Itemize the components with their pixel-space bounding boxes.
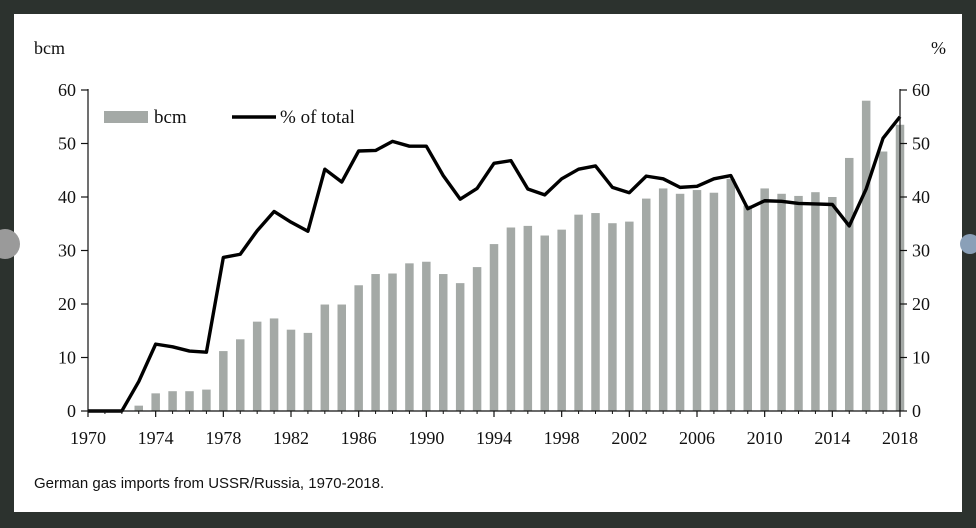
x-tick-label-1978: 1978 — [205, 428, 241, 448]
bar-1992 — [455, 283, 465, 411]
bar-1974 — [151, 393, 160, 411]
chart: 0 0 10 10 20 20 30 30 40 40 50 50 60 60 1970 1974 1978 19… — [34, 38, 946, 448]
x-tick-label-2010: 2010 — [747, 428, 783, 448]
bar-1993 — [472, 267, 482, 411]
bar-2005 — [675, 193, 685, 411]
bar-1991 — [439, 274, 448, 411]
bar-2017 — [878, 151, 888, 411]
x-tick-label-1974: 1974 — [138, 428, 174, 448]
bar-1995 — [506, 227, 516, 411]
bar-1996 — [523, 225, 533, 411]
bar-1988 — [388, 273, 397, 411]
bar-1983 — [303, 332, 313, 411]
left-tick-label-10: 10 — [58, 348, 76, 368]
bar-2012 — [794, 195, 803, 411]
bar-2003 — [642, 198, 651, 411]
bar-1977 — [202, 389, 211, 411]
bar-2007 — [709, 192, 719, 411]
left-tick-label-20: 20 — [58, 294, 76, 314]
legend-label-percent: % of total — [280, 107, 355, 128]
bar-2011 — [777, 193, 786, 411]
bar-2014 — [828, 197, 837, 411]
right-tick-label-10: 10 — [912, 348, 930, 368]
x-tick-label-1994: 1994 — [476, 428, 512, 448]
right-tick-label-60: 60 — [912, 80, 930, 100]
x-tick-label-2006: 2006 — [679, 428, 715, 448]
bar-2013 — [811, 192, 820, 411]
bar-1975 — [168, 391, 177, 411]
figure-caption: German gas imports from USSR/Russia, 197… — [34, 475, 385, 492]
bar-1984 — [320, 304, 330, 411]
bar-1981 — [269, 318, 279, 411]
left-tick-label-60: 60 — [58, 80, 76, 100]
bar-1994 — [489, 244, 499, 411]
x-tick-label-1990: 1990 — [408, 428, 444, 448]
left-tick-label-40: 40 — [58, 187, 76, 207]
x-tick-label-2018: 2018 — [882, 428, 918, 448]
axes: 0 0 10 10 20 20 30 30 40 40 50 50 60 60 1970 1974 1978 19… — [58, 80, 930, 448]
right-axis-unit: % — [931, 38, 946, 58]
bar-2010 — [760, 188, 769, 411]
bar-1997 — [540, 235, 549, 411]
bar-1990 — [422, 261, 431, 411]
bar-1987 — [371, 274, 380, 411]
x-tick-label-2002: 2002 — [611, 428, 647, 448]
bar-series — [134, 100, 905, 412]
bar-1973 — [134, 405, 143, 411]
bar-2004 — [658, 188, 668, 411]
bar-1978 — [219, 351, 228, 411]
x-tick-label-1982: 1982 — [273, 428, 309, 448]
bar-2015 — [845, 157, 854, 411]
legend-label-bcm: bcm — [154, 107, 187, 128]
bar-1986 — [354, 285, 363, 411]
right-tick-label-0: 0 — [912, 401, 921, 421]
legend: bcm % of total — [104, 107, 355, 128]
right-tick-label-40: 40 — [912, 187, 930, 207]
bar-1982 — [286, 329, 296, 411]
x-tick-label-1986: 1986 — [341, 428, 377, 448]
x-tick-label-2014: 2014 — [814, 428, 850, 448]
left-tick-label-0: 0 — [67, 401, 76, 421]
right-tick-label-50: 50 — [912, 134, 930, 154]
legend-swatch-bcm — [104, 111, 148, 123]
bar-2006 — [692, 190, 702, 411]
bar-1985 — [337, 304, 346, 411]
bar-2001 — [608, 223, 617, 411]
chart-frame: 0 0 10 10 20 20 30 30 40 40 50 50 60 60 1970 1974 1978 19… — [14, 14, 962, 512]
bar-2000 — [591, 213, 600, 411]
right-tick-label-20: 20 — [912, 294, 930, 314]
bar-2009 — [743, 205, 752, 411]
bar-1976 — [185, 391, 194, 411]
bar-1980 — [252, 321, 262, 411]
right-tick-label-30: 30 — [912, 241, 930, 261]
bar-2008 — [726, 178, 736, 411]
x-tick-label-1998: 1998 — [544, 428, 580, 448]
left-edge-dot — [0, 229, 20, 259]
left-tick-label-30: 30 — [58, 241, 76, 261]
bar-1998 — [557, 229, 566, 411]
x-tick-label-1970: 1970 — [70, 428, 106, 448]
right-edge-dot — [960, 234, 976, 254]
bar-1989 — [405, 263, 414, 411]
line-series-percent — [88, 115, 902, 413]
left-tick-label-50: 50 — [58, 134, 76, 154]
left-axis-unit: bcm — [34, 38, 65, 58]
bar-2002 — [625, 221, 634, 411]
bar-2016 — [861, 100, 871, 411]
bar-1999 — [574, 214, 583, 411]
bar-1979 — [236, 339, 245, 411]
